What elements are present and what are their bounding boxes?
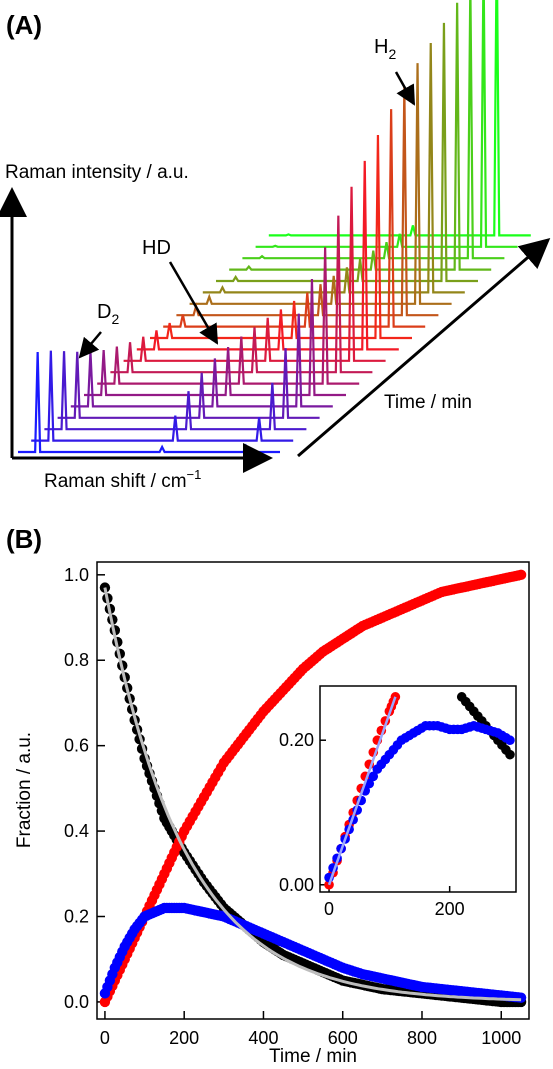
y-tick-label: 0.8 bbox=[64, 650, 89, 670]
y-tick-label: 0.2 bbox=[64, 906, 89, 926]
x-tick-label: 200 bbox=[169, 1028, 199, 1048]
spectrum-trace bbox=[110, 215, 373, 374]
spectrum-trace bbox=[268, 0, 531, 237]
spectrum-trace bbox=[136, 160, 399, 351]
data-point-red bbox=[515, 569, 527, 581]
spectrum-trace bbox=[229, 2, 492, 271]
inset-x-tick-label: 200 bbox=[435, 899, 465, 919]
h2-arrow bbox=[394, 71, 416, 106]
spectrum-trace bbox=[70, 313, 333, 408]
panel-b-x-axis-label: Time / min bbox=[269, 1046, 357, 1067]
panel-a-waterfall bbox=[18, 0, 531, 454]
d2-annotation: D2 bbox=[97, 301, 119, 327]
spectrum-trace bbox=[176, 86, 439, 317]
panel-a-label: (A) bbox=[6, 10, 42, 40]
inset-y-tick-label: 0.20 bbox=[279, 730, 314, 750]
y-tick-label: 1.0 bbox=[64, 565, 89, 585]
hd-arrow bbox=[168, 261, 219, 345]
panel-b-label: (B) bbox=[6, 524, 42, 554]
d2-arrow bbox=[78, 331, 102, 359]
inset-point-red bbox=[390, 692, 401, 702]
h2-annotation: H2 bbox=[374, 36, 396, 62]
y-tick-label: 0.4 bbox=[64, 821, 89, 841]
hd-annotation: HD bbox=[142, 237, 171, 259]
panel-b-frame bbox=[96, 561, 530, 1020]
inset-x-tick-label: 0 bbox=[324, 899, 334, 919]
spectrum-trace bbox=[189, 63, 452, 305]
spectrum-trace bbox=[242, 0, 505, 260]
panel-a-x-axis-label: Raman shift / cm−1 bbox=[44, 467, 201, 492]
spectrum-trace bbox=[57, 348, 320, 419]
y-tick-label: 0.6 bbox=[64, 736, 89, 756]
data-point-blue bbox=[515, 992, 527, 1003]
fit-curve bbox=[103, 587, 522, 1002]
panel-a-time-axis-label: Time / min bbox=[384, 392, 472, 413]
spectrum-trace bbox=[163, 109, 426, 328]
inset-point-blue bbox=[368, 771, 379, 782]
inset-linear-fit bbox=[327, 696, 397, 886]
panel-a-time-axis bbox=[297, 238, 551, 458]
panel-b-plot bbox=[99, 569, 527, 1008]
spectrum-trace bbox=[84, 278, 346, 397]
spectrum-trace bbox=[150, 134, 412, 340]
spectrum-trace bbox=[255, 0, 518, 248]
panel-b-ticks: 0 200 400 600 800 1000 0.0 0.2 0.4 0.6 0.8 1.0 bbox=[64, 565, 521, 1048]
spectrum-trace bbox=[123, 186, 386, 362]
inset-plot bbox=[324, 692, 515, 890]
x-tick-label: 0 bbox=[100, 1028, 110, 1048]
spectrum-trace bbox=[44, 351, 307, 431]
spectrum-trace bbox=[216, 22, 478, 283]
x-tick-label: 600 bbox=[328, 1028, 358, 1048]
inset-point-black bbox=[505, 749, 515, 760]
inset-ticks: 0 200 0.00 0.20 bbox=[279, 730, 465, 919]
y-tick-label: 0.0 bbox=[64, 992, 89, 1012]
x-tick-label: 800 bbox=[407, 1028, 437, 1048]
spectrum-trace bbox=[202, 42, 465, 294]
inset-frame bbox=[319, 685, 517, 893]
x-tick-label: 400 bbox=[248, 1028, 278, 1048]
inset-y-tick-label: 0.00 bbox=[279, 875, 314, 895]
x-tick-label: 1000 bbox=[481, 1028, 521, 1048]
panel-b-y-axis-label: Fraction / a.u. bbox=[14, 732, 35, 848]
inset-point-blue bbox=[505, 735, 515, 746]
spectrum-trace bbox=[97, 247, 360, 385]
panel-a-y-axis-label: Raman intensity / a.u. bbox=[5, 162, 189, 183]
spectrum-trace bbox=[31, 350, 294, 442]
